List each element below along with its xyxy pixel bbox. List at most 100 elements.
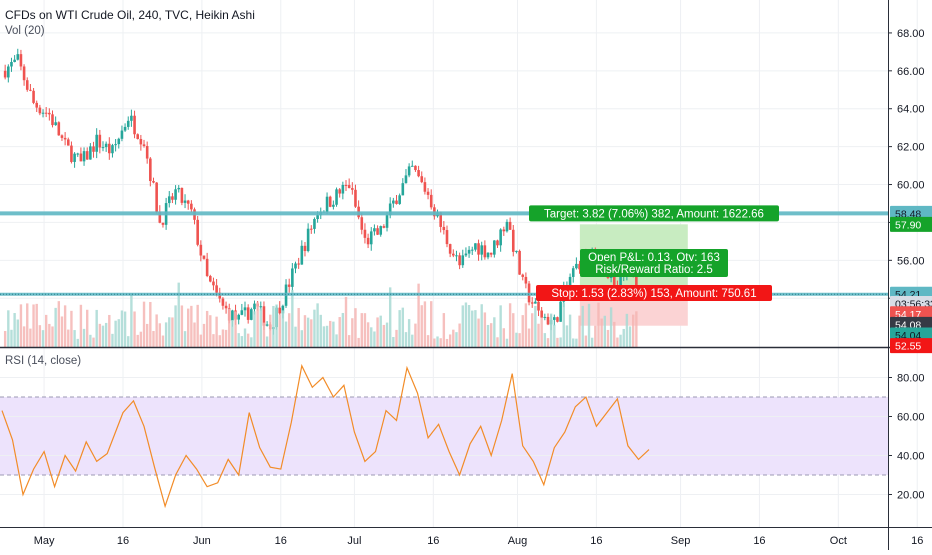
volume-bar xyxy=(464,302,468,347)
candle-body xyxy=(477,243,480,255)
candle-body xyxy=(237,314,240,320)
volume-bar xyxy=(594,325,597,347)
volume-bar xyxy=(325,325,329,347)
candle-body xyxy=(142,144,146,147)
candle-body xyxy=(575,263,578,269)
volume-bar xyxy=(86,309,89,347)
candle-body xyxy=(385,215,389,228)
candle-body xyxy=(98,134,102,148)
volume-bar xyxy=(373,331,376,347)
candle-body xyxy=(470,249,474,251)
candle-body xyxy=(104,143,108,148)
candle-body xyxy=(145,146,149,159)
candle-body xyxy=(136,134,140,139)
volume-bar xyxy=(313,309,316,347)
price-badge-label: 57.90 xyxy=(895,219,921,231)
volume-bar xyxy=(625,313,629,347)
volume-bar xyxy=(281,310,285,347)
volume-bar xyxy=(322,326,326,347)
volume-bar xyxy=(486,324,490,347)
candle-body xyxy=(568,276,572,286)
volume-bar xyxy=(306,317,310,347)
candle-body xyxy=(278,307,282,314)
candle-body xyxy=(458,255,461,266)
volume-bar xyxy=(29,328,32,347)
price-tick-label: 64.00 xyxy=(897,104,925,116)
volume-bar xyxy=(461,305,464,347)
volume-bar xyxy=(57,301,61,347)
candle-body xyxy=(281,305,285,314)
volume-bar xyxy=(183,331,187,347)
volume-bar xyxy=(284,321,288,347)
volume-bar xyxy=(187,308,190,347)
candle-body xyxy=(240,310,244,315)
candle-body xyxy=(108,143,111,154)
candle-body xyxy=(44,112,48,114)
volume-bar xyxy=(556,337,559,347)
candle-body xyxy=(177,187,181,190)
candle-body xyxy=(483,245,487,258)
candle-body xyxy=(537,301,540,311)
candle-body xyxy=(66,139,70,146)
volume-bar xyxy=(32,304,35,347)
candle-body xyxy=(325,196,329,212)
candle-body xyxy=(496,240,499,246)
volume-bar xyxy=(578,315,581,347)
volume-bar xyxy=(590,337,594,347)
volume-bar xyxy=(19,304,23,347)
candle-body xyxy=(369,231,373,245)
candle-body xyxy=(360,217,364,230)
volume-bar xyxy=(471,310,474,347)
candle-body xyxy=(309,228,313,230)
rsi-tick-label: 60.00 xyxy=(897,412,925,424)
candle-body xyxy=(19,54,23,67)
candle-body xyxy=(335,189,338,205)
volume-bar xyxy=(474,310,477,347)
volume-bar xyxy=(275,304,278,347)
volume-bar xyxy=(243,328,247,347)
volume-bar xyxy=(111,333,114,347)
volume-bar xyxy=(565,325,569,347)
volume-bar xyxy=(534,305,537,347)
volume-bar xyxy=(161,335,165,347)
symbol-title[interactable]: CFDs on WTI Crude Oil, 240, TVC, Heikin … xyxy=(5,8,255,22)
candle-body xyxy=(464,253,468,256)
volume-bar xyxy=(139,331,143,347)
volume-bar xyxy=(521,315,524,347)
candle-body xyxy=(332,204,335,207)
volume-bar xyxy=(467,305,471,347)
volume-bar xyxy=(237,333,240,347)
stop-label-box xyxy=(536,285,772,301)
candle-body xyxy=(123,126,127,131)
volume-bar xyxy=(10,329,13,347)
volume-bar xyxy=(202,323,206,347)
rsi-indicator-label[interactable]: RSI (14, close) xyxy=(5,355,82,367)
time-tick-label: 16 xyxy=(275,535,287,547)
candle-body xyxy=(540,310,543,318)
volume-bar xyxy=(35,303,38,347)
volume-bar xyxy=(212,334,215,347)
volume-bar xyxy=(221,329,225,347)
candle-body xyxy=(212,281,215,286)
candle-body xyxy=(161,222,165,225)
candle-body xyxy=(294,263,297,269)
volume-bar xyxy=(426,335,430,347)
volume-bar xyxy=(357,337,360,347)
volume-bar xyxy=(575,338,578,347)
time-tick-label: Aug xyxy=(508,535,528,547)
volume-bar xyxy=(16,319,19,347)
volume-bar xyxy=(76,338,79,347)
volume-bar xyxy=(319,314,322,347)
volume-bar xyxy=(67,329,70,347)
volume-indicator-label[interactable]: Vol (20) xyxy=(5,25,45,37)
candle-body xyxy=(48,112,51,115)
candle-body xyxy=(54,122,57,126)
candle-body xyxy=(139,138,143,145)
volume-bar xyxy=(603,315,606,347)
candle-body xyxy=(461,255,465,266)
volume-bar xyxy=(344,296,348,347)
volume-bar xyxy=(360,313,363,347)
volume-bar xyxy=(385,322,389,347)
